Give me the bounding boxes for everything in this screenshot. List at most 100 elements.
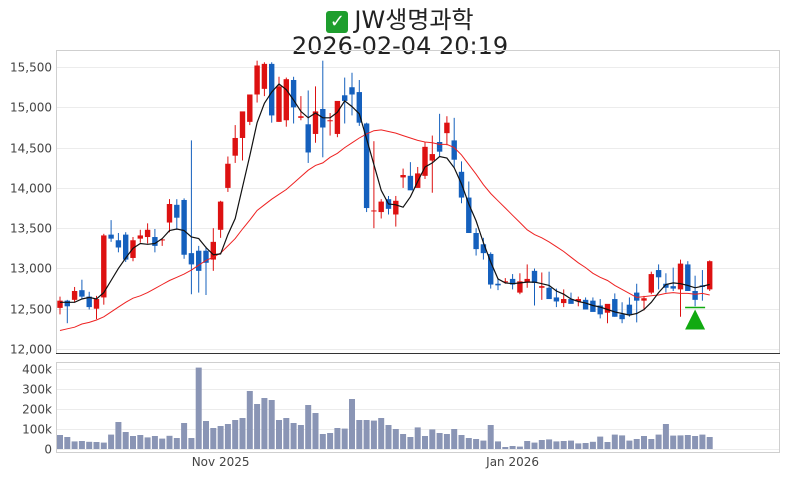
x-axis-ticks: Nov 2025 Jan 2026 bbox=[192, 455, 539, 469]
candle-down bbox=[553, 297, 560, 302]
signal-marker-triangle bbox=[685, 309, 706, 330]
candle-up bbox=[677, 263, 684, 290]
volume-bar bbox=[100, 442, 107, 449]
volume-bar bbox=[370, 420, 377, 449]
volume-bar bbox=[108, 434, 115, 449]
volume-bar bbox=[655, 434, 662, 449]
price-tick-label: 14,000 bbox=[10, 182, 52, 196]
volume-bar bbox=[531, 442, 538, 449]
volume-bar bbox=[115, 422, 122, 449]
volume-bar bbox=[385, 425, 392, 449]
candle-down bbox=[152, 237, 158, 246]
volume-bar bbox=[443, 434, 450, 449]
volume-bar bbox=[341, 428, 348, 449]
candle-up bbox=[71, 290, 78, 300]
volume-bar bbox=[356, 420, 363, 449]
candle-down bbox=[407, 175, 414, 191]
candle-down bbox=[290, 79, 297, 108]
volume-bar bbox=[597, 436, 604, 449]
candle-down bbox=[480, 244, 487, 254]
candle-up bbox=[641, 298, 647, 301]
volume-bar bbox=[451, 429, 458, 449]
candle-up bbox=[137, 235, 143, 239]
candle-up bbox=[225, 163, 231, 188]
volume-bar bbox=[516, 446, 523, 449]
volume-bar bbox=[487, 425, 494, 449]
volume-bar bbox=[619, 435, 626, 449]
price-panel-frame bbox=[56, 50, 780, 354]
x-tick-label: Nov 2025 bbox=[192, 455, 250, 469]
volume-bar bbox=[210, 428, 217, 449]
candle-down bbox=[612, 299, 618, 317]
volume-bar bbox=[173, 438, 180, 449]
volume-bar bbox=[422, 436, 428, 449]
volume-bar bbox=[648, 439, 655, 449]
candle-down bbox=[356, 92, 362, 123]
volume-bars-group bbox=[57, 367, 713, 449]
volume-bar bbox=[378, 418, 385, 449]
candle-up bbox=[254, 65, 260, 95]
candle-down bbox=[123, 234, 129, 260]
candle-down bbox=[626, 304, 633, 315]
volume-panel-frame bbox=[56, 362, 780, 453]
candle-down bbox=[568, 299, 574, 304]
candle-up bbox=[561, 299, 567, 304]
candle-up bbox=[517, 281, 523, 293]
candle-up bbox=[93, 299, 100, 309]
volume-bar bbox=[538, 440, 545, 449]
volume-bar bbox=[458, 435, 465, 449]
candle-up bbox=[429, 154, 435, 161]
candle-up bbox=[378, 201, 384, 213]
candle-down bbox=[685, 264, 691, 291]
chart-title: ✓ JW생명과학 bbox=[0, 0, 800, 35]
stock-name: JW생명과학 bbox=[354, 6, 474, 34]
volume-bar bbox=[604, 442, 611, 449]
volume-bar bbox=[290, 423, 297, 449]
volume-bar bbox=[495, 441, 501, 449]
volume-bar bbox=[276, 420, 282, 449]
ma-long-line bbox=[59, 129, 710, 331]
candle-up bbox=[524, 278, 530, 283]
volume-bar bbox=[71, 441, 78, 449]
volume-bar bbox=[670, 435, 677, 449]
volume-bar bbox=[560, 441, 567, 449]
volume-bar bbox=[254, 404, 261, 449]
candle-up bbox=[239, 111, 246, 138]
volume-bar bbox=[436, 433, 443, 449]
volume-bar bbox=[327, 433, 334, 449]
volume-bar bbox=[122, 432, 129, 449]
volume-bar bbox=[203, 421, 209, 449]
price-tick-label: 13,500 bbox=[10, 222, 52, 236]
candle-down bbox=[619, 314, 625, 320]
candle-up bbox=[502, 281, 508, 283]
volume-bar bbox=[684, 435, 691, 449]
candles-group bbox=[57, 60, 713, 324]
x-tick-label: Jan 2026 bbox=[485, 455, 539, 469]
candle-up bbox=[334, 100, 341, 134]
volume-bar bbox=[57, 435, 63, 449]
volume-bar bbox=[312, 413, 319, 449]
volume-bar bbox=[151, 436, 158, 449]
volume-bar bbox=[633, 439, 640, 449]
price-tick-label: 12,500 bbox=[10, 303, 52, 317]
volume-bar bbox=[524, 441, 531, 449]
candle-up bbox=[276, 86, 282, 122]
candle-down bbox=[466, 197, 472, 234]
volume-bar bbox=[641, 436, 647, 449]
price-tick-label: 12,000 bbox=[10, 343, 52, 357]
volume-bar bbox=[319, 434, 326, 449]
volume-bar bbox=[692, 436, 699, 449]
candle-down bbox=[188, 253, 195, 265]
ma-short-line bbox=[60, 83, 710, 316]
volume-bar bbox=[546, 439, 553, 449]
candle-up bbox=[298, 116, 304, 118]
volume-bar bbox=[283, 418, 290, 449]
candle-up bbox=[400, 175, 406, 178]
volume-bar bbox=[78, 441, 85, 449]
volume-bar bbox=[334, 428, 341, 449]
price-gridlines bbox=[57, 67, 779, 350]
candle-down bbox=[79, 290, 85, 297]
volume-bar bbox=[239, 418, 246, 449]
volume-bar bbox=[232, 420, 239, 449]
